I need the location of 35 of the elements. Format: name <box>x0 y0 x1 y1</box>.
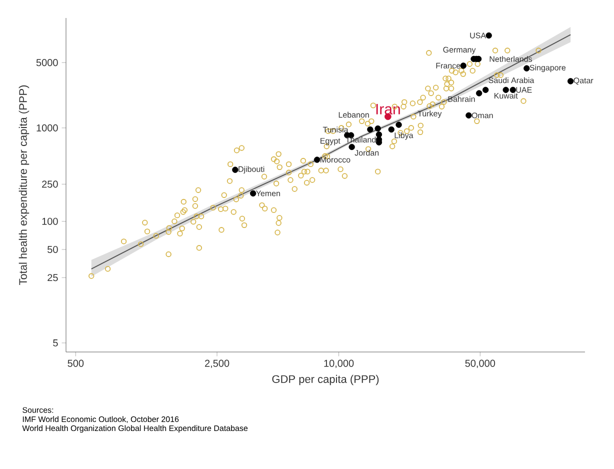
annotation: UAE <box>516 87 532 93</box>
y-tick-label: 1000 <box>36 124 58 132</box>
annotation: Lebanon <box>338 112 369 118</box>
annotation: Djibouti <box>238 166 264 174</box>
text: IMF World Economic Outlook, October 2016 <box>22 416 179 423</box>
source-note: Sources: <box>22 407 54 413</box>
annotation: Yemen <box>256 190 280 196</box>
y-axis-title: Total health expenditure per capita (PPP) <box>18 85 30 286</box>
annotation: Kuwait <box>494 92 518 99</box>
y-tick-label: 5 <box>53 339 58 346</box>
y-tick-label: 5000 <box>36 59 58 66</box>
x-tick-label: 10,000 <box>324 360 354 368</box>
annotation: Saudi Arabia <box>488 77 534 84</box>
annotation: Oman <box>472 112 493 118</box>
y-tick-label: 100 <box>42 218 58 225</box>
annotation: Turkey <box>418 110 442 118</box>
annotation: Jordan <box>354 150 379 156</box>
annotation: Qatar <box>574 78 594 85</box>
annotation: France <box>436 62 460 68</box>
y-tick-label: 250 <box>42 180 58 188</box>
series-label: Iran <box>376 104 400 114</box>
y-tick-label: 50 <box>48 246 58 254</box>
y-tick-label: 25 <box>48 274 58 282</box>
x-axis-title: GDP per capita (PPP) <box>272 374 379 386</box>
annotation: Germany <box>443 46 476 54</box>
annotation: Egypt <box>320 138 340 146</box>
annotation: Bahrain <box>448 96 475 102</box>
x-tick-label: 2,500 <box>205 360 230 368</box>
x-tick-label: 50,000 <box>465 360 496 368</box>
annotation: Singapore <box>530 64 566 72</box>
annotation: Morocco <box>320 156 350 163</box>
annotation: USA <box>470 32 486 38</box>
text: World Health Organization Global Health Expenditure Database <box>22 425 248 433</box>
x-tick-label: 500 <box>68 360 84 367</box>
annotation: Libya <box>394 132 414 140</box>
